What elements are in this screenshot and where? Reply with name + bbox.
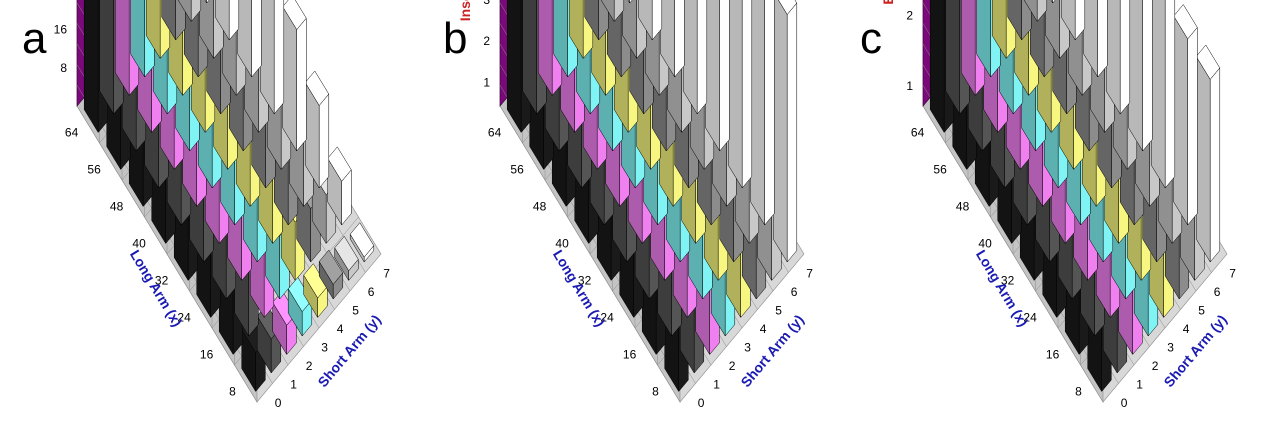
bar-x16-y7 — [1173, 4, 1198, 226]
y-tick-label: 2 — [306, 359, 313, 373]
bar-x8-y5 — [318, 249, 344, 300]
x-tick-label: 16 — [1046, 348, 1060, 362]
y-tick-label: 2 — [1152, 359, 1159, 373]
x-tick-label: 16 — [200, 348, 214, 362]
x-tick-label: 64 — [488, 126, 502, 140]
x-tick-label: 48 — [110, 200, 124, 214]
y-tick-label: 3 — [744, 340, 751, 354]
z-axis-title: Insertion Loss (dB) — [457, 0, 473, 21]
z-tick-label: 1 — [906, 79, 913, 93]
z-tick-label: 16 — [54, 22, 68, 36]
bar-x64-y6 — [1023, 0, 1048, 23]
bar-x48-y7 — [660, 0, 685, 78]
bar-x64-y5 — [1007, 0, 1032, 41]
bar-x32-y7 — [282, 0, 307, 152]
bar-x48-y7 — [1083, 0, 1108, 78]
bar-x40-y7 — [682, 0, 708, 115]
x-tick-label: 40 — [555, 237, 569, 251]
y-tick-label: 3 — [1167, 340, 1174, 354]
x-tick-label: 40 — [978, 237, 992, 251]
x-tick-label: 8 — [1075, 385, 1082, 399]
bar-x64-y7 — [627, 0, 633, 4]
y-tick-label: 0 — [1121, 396, 1128, 410]
x-tick-label: 56 — [933, 163, 947, 177]
bar-x8-y7 — [1195, 44, 1221, 263]
y-tick-label: 2 — [729, 359, 736, 373]
bar-x8-y7 — [349, 222, 375, 263]
z-axis-title: Error Rate (%) — [880, 0, 896, 5]
x-tick-label: 24 — [177, 311, 191, 325]
x-tick-label: 8 — [229, 385, 236, 399]
x-tick-label: 16 — [623, 348, 637, 362]
y-tick-label: 6 — [791, 285, 798, 299]
x-tick-label: 32 — [578, 274, 592, 288]
x-tick-label: 24 — [600, 311, 614, 325]
bar-x64-y7 — [204, 0, 210, 4]
bar-x56-y7 — [1060, 0, 1086, 41]
z-tick-label: 8 — [60, 61, 67, 75]
y-tick-label: 5 — [1198, 303, 1205, 317]
panel-letter-b: b — [443, 14, 468, 63]
bar3d-chart-a: 81624324048566464564840322416801234567De… — [54, 0, 390, 410]
y-tick-label: 5 — [352, 303, 359, 317]
panel-letter-a: a — [22, 14, 47, 63]
chart-panel-b: b 1234567864564840322416801234567Inserti… — [423, 0, 846, 429]
z-tick-label: 3 — [483, 0, 490, 7]
bar3d-chart-b: 1234567864564840322416801234567Insertion… — [457, 0, 813, 410]
chart-panel-a: a 81624324048566464564840322416801234567… — [0, 0, 423, 429]
x-tick-label: 24 — [1023, 311, 1037, 325]
y-tick-label: 0 — [698, 396, 705, 410]
bar-x56-y7 — [214, 0, 240, 41]
x-tick-label: 32 — [1001, 274, 1015, 288]
y-tick-label: 7 — [1229, 266, 1236, 280]
bar-x48-y7 — [237, 0, 262, 78]
x-tick-label: 40 — [132, 237, 146, 251]
y-tick-label: 4 — [760, 322, 767, 336]
chart-panel-c: c 1234564564840322416801234567Error Rate… — [846, 0, 1269, 429]
x-tick-label: 32 — [155, 274, 169, 288]
bar-x64-y7 — [1050, 0, 1056, 4]
x-tick-label: 8 — [652, 385, 659, 399]
y-tick-label: 0 — [275, 396, 282, 410]
y-tick-label: 1 — [713, 377, 720, 391]
y-tick-label: 1 — [1136, 377, 1143, 391]
x-tick-label: 56 — [87, 163, 101, 177]
x-tick-label: 64 — [911, 126, 925, 140]
z-tick-label: 2 — [483, 34, 490, 48]
bar-x16-y7 — [327, 146, 352, 226]
bar-x24-y7 — [304, 70, 330, 189]
y-tick-label: 5 — [775, 303, 782, 317]
bar-x24-y7 — [1150, 0, 1176, 189]
bar-x56-y7 — [637, 0, 663, 41]
bar-x64-y5 — [584, 0, 609, 41]
bar-x64-y5 — [161, 0, 186, 41]
bar-x32-y7 — [1128, 0, 1153, 152]
bar3d-chart-c: 1234564564840322416801234567Error Rate (… — [880, 0, 1236, 410]
y-tick-label: 6 — [368, 285, 375, 299]
bar-x8-y4 — [303, 263, 328, 319]
y-tick-label: 6 — [1214, 285, 1221, 299]
y-tick-label: 7 — [806, 266, 813, 280]
bar-x40-y7 — [1105, 0, 1131, 115]
y-tick-label: 1 — [290, 377, 297, 391]
bar-x64-y6 — [600, 0, 625, 23]
z-tick-label: 1 — [483, 75, 490, 89]
panel-letter-c: c — [860, 14, 882, 63]
bar-x64-y6 — [177, 0, 202, 23]
z-tick-label: 2 — [906, 9, 913, 23]
bar-x40-y7 — [259, 0, 285, 115]
bar-x16-y7 — [750, 0, 775, 226]
bar-x8-y7 — [772, 0, 798, 263]
bar-x24-y7 — [727, 0, 753, 189]
x-tick-label: 64 — [65, 126, 79, 140]
y-tick-label: 3 — [321, 340, 328, 354]
x-tick-label: 48 — [533, 200, 547, 214]
y-tick-label: 4 — [337, 322, 344, 336]
bar-x8-y6 — [334, 235, 359, 282]
y-tick-label: 7 — [383, 266, 390, 280]
bar-x32-y7 — [705, 0, 730, 152]
x-tick-label: 56 — [510, 163, 524, 177]
y-tick-label: 4 — [1183, 322, 1190, 336]
x-tick-label: 48 — [956, 200, 970, 214]
